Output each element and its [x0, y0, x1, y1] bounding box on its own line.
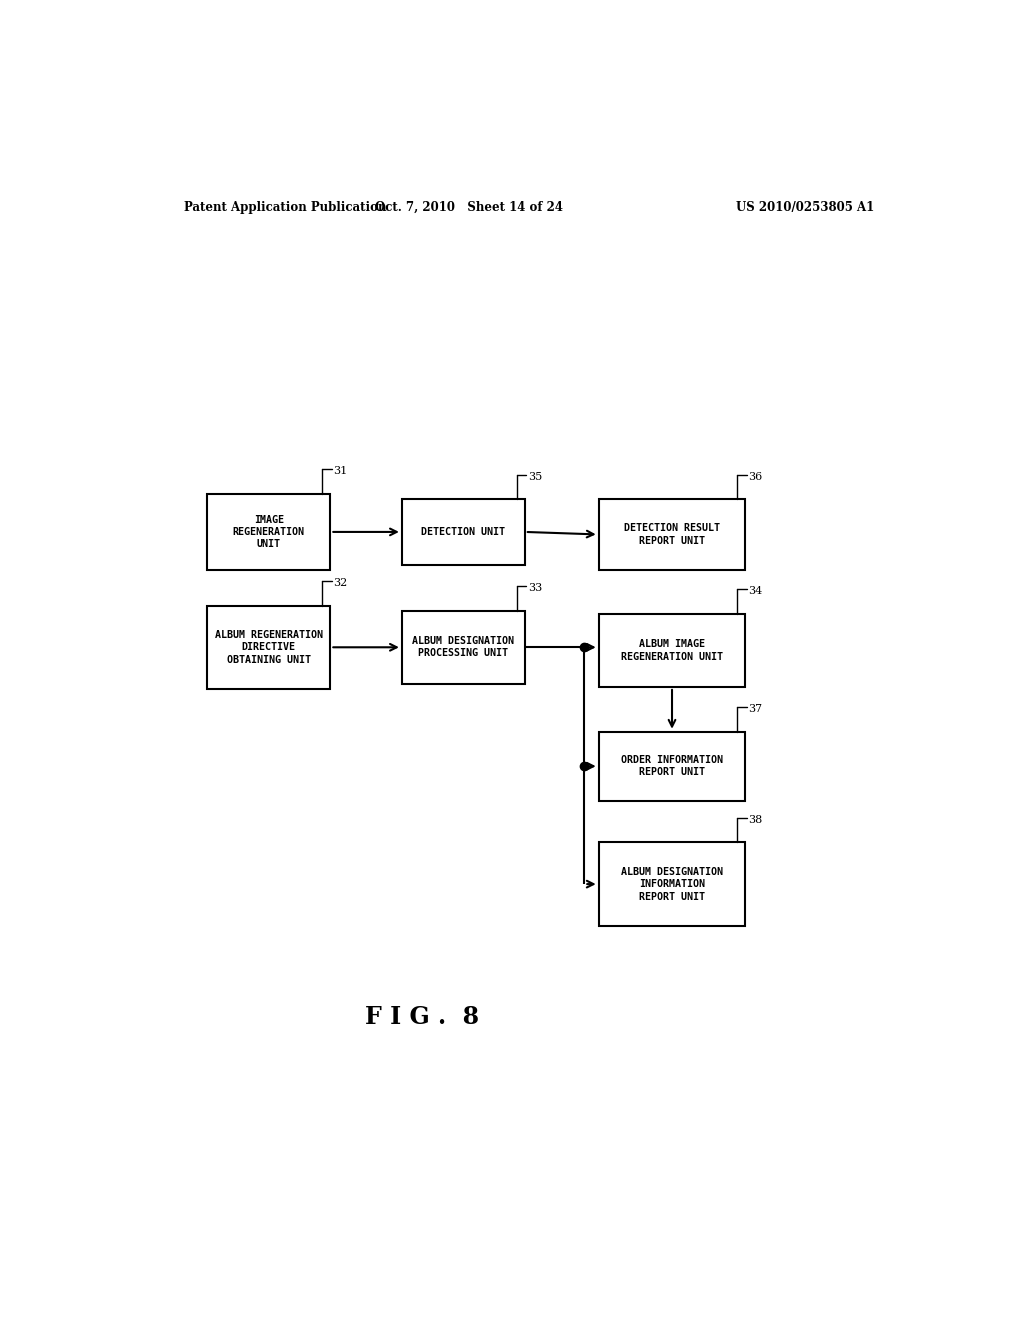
- Text: Patent Application Publication: Patent Application Publication: [183, 201, 386, 214]
- Text: Oct. 7, 2010   Sheet 14 of 24: Oct. 7, 2010 Sheet 14 of 24: [375, 201, 563, 214]
- Bar: [401, 611, 524, 684]
- Text: DETECTION RESULT
REPORT UNIT: DETECTION RESULT REPORT UNIT: [624, 523, 720, 545]
- Text: 34: 34: [749, 586, 763, 597]
- Text: 36: 36: [749, 471, 763, 482]
- Text: 37: 37: [749, 705, 763, 714]
- Text: US 2010/0253805 A1: US 2010/0253805 A1: [735, 201, 873, 214]
- Bar: [401, 499, 524, 565]
- Text: ORDER INFORMATION
REPORT UNIT: ORDER INFORMATION REPORT UNIT: [621, 755, 723, 777]
- Text: 31: 31: [334, 466, 348, 477]
- Text: 33: 33: [528, 583, 543, 593]
- Bar: [207, 494, 331, 570]
- Text: F I G .  8: F I G . 8: [365, 1006, 478, 1030]
- Bar: [599, 499, 745, 570]
- Bar: [207, 606, 331, 689]
- Text: 38: 38: [749, 814, 763, 825]
- Bar: [599, 614, 745, 686]
- Text: ALBUM DESIGNATION
INFORMATION
REPORT UNIT: ALBUM DESIGNATION INFORMATION REPORT UNI…: [621, 867, 723, 902]
- Text: 32: 32: [334, 578, 348, 589]
- Text: ALBUM DESIGNATION
PROCESSING UNIT: ALBUM DESIGNATION PROCESSING UNIT: [413, 636, 514, 659]
- Text: IMAGE
REGENERATION
UNIT: IMAGE REGENERATION UNIT: [232, 515, 305, 549]
- Text: DETECTION UNIT: DETECTION UNIT: [421, 527, 505, 537]
- Bar: [599, 842, 745, 925]
- Text: 35: 35: [528, 471, 543, 482]
- Text: ALBUM REGENERATION
DIRECTIVE
OBTAINING UNIT: ALBUM REGENERATION DIRECTIVE OBTAINING U…: [215, 630, 323, 665]
- Bar: [599, 731, 745, 801]
- Text: ALBUM IMAGE
REGENERATION UNIT: ALBUM IMAGE REGENERATION UNIT: [621, 639, 723, 661]
